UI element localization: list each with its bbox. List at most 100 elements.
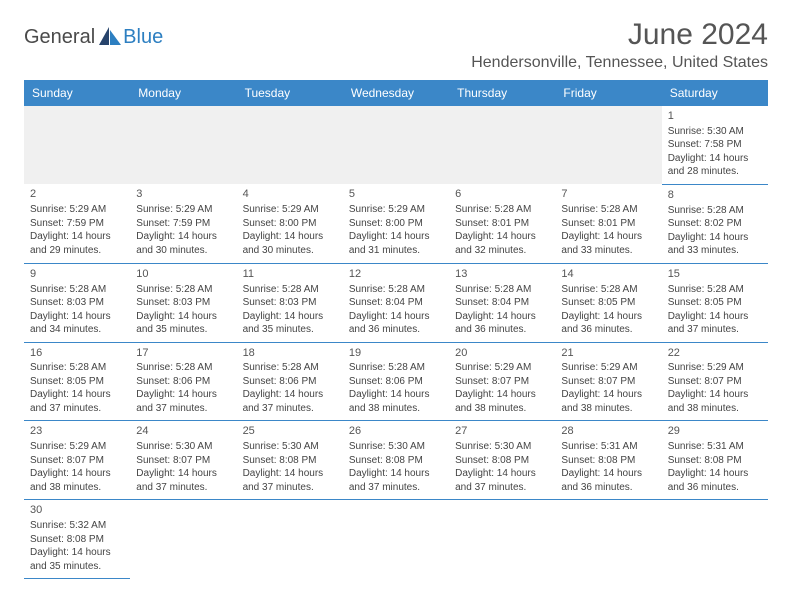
- calendar-blank: [237, 500, 343, 579]
- calendar-day: 13Sunrise: 5:28 AMSunset: 8:04 PMDayligh…: [449, 263, 555, 342]
- daylight-line: Daylight: 14 hours and 30 minutes.: [136, 230, 230, 257]
- daylight-line: Daylight: 14 hours and 37 minutes.: [455, 467, 549, 494]
- daylight-line: Daylight: 14 hours and 35 minutes.: [30, 546, 124, 573]
- day-number: 22: [668, 346, 762, 361]
- daylight-line: Daylight: 14 hours and 36 minutes.: [561, 310, 655, 337]
- calendar-row: 16Sunrise: 5:28 AMSunset: 8:05 PMDayligh…: [24, 342, 768, 421]
- sunrise-line: Sunrise: 5:28 AM: [349, 361, 443, 375]
- calendar-blank: [555, 106, 661, 184]
- daylight-line: Daylight: 14 hours and 35 minutes.: [136, 310, 230, 337]
- day-number: 17: [136, 346, 230, 361]
- sunrise-line: Sunrise: 5:28 AM: [668, 283, 762, 297]
- sunset-line: Sunset: 8:08 PM: [668, 454, 762, 468]
- calendar-row: 1Sunrise: 5:30 AMSunset: 7:58 PMDaylight…: [24, 106, 768, 184]
- sunrise-line: Sunrise: 5:29 AM: [243, 203, 337, 217]
- sunset-line: Sunset: 8:08 PM: [561, 454, 655, 468]
- sunrise-line: Sunrise: 5:28 AM: [30, 283, 124, 297]
- daylight-line: Daylight: 14 hours and 33 minutes.: [668, 231, 762, 258]
- sunset-line: Sunset: 8:00 PM: [243, 217, 337, 231]
- logo-text-blue: Blue: [123, 26, 163, 49]
- daylight-line: Daylight: 14 hours and 38 minutes.: [668, 388, 762, 415]
- daylight-line: Daylight: 14 hours and 29 minutes.: [30, 230, 124, 257]
- calendar-day: 21Sunrise: 5:29 AMSunset: 8:07 PMDayligh…: [555, 342, 661, 421]
- daylight-line: Daylight: 14 hours and 36 minutes.: [349, 310, 443, 337]
- calendar-blank: [449, 500, 555, 579]
- daylight-line: Daylight: 14 hours and 36 minutes.: [668, 467, 762, 494]
- calendar-row: 9Sunrise: 5:28 AMSunset: 8:03 PMDaylight…: [24, 263, 768, 342]
- day-number: 26: [349, 424, 443, 439]
- logo: General Blue: [24, 18, 163, 49]
- calendar-blank: [449, 106, 555, 184]
- day-number: 9: [30, 267, 124, 282]
- calendar-row: 30Sunrise: 5:32 AMSunset: 8:08 PMDayligh…: [24, 500, 768, 579]
- sunrise-line: Sunrise: 5:30 AM: [668, 125, 762, 139]
- sunset-line: Sunset: 8:04 PM: [455, 296, 549, 310]
- sunrise-line: Sunrise: 5:28 AM: [455, 203, 549, 217]
- sunset-line: Sunset: 8:06 PM: [243, 375, 337, 389]
- daylight-line: Daylight: 14 hours and 37 minutes.: [349, 467, 443, 494]
- calendar-day: 2Sunrise: 5:29 AMSunset: 7:59 PMDaylight…: [24, 184, 130, 263]
- sunrise-line: Sunrise: 5:28 AM: [243, 283, 337, 297]
- daylight-line: Daylight: 14 hours and 37 minutes.: [136, 467, 230, 494]
- sunrise-line: Sunrise: 5:32 AM: [30, 519, 124, 533]
- day-number: 20: [455, 346, 549, 361]
- sunset-line: Sunset: 8:08 PM: [243, 454, 337, 468]
- calendar-day: 11Sunrise: 5:28 AMSunset: 8:03 PMDayligh…: [237, 263, 343, 342]
- daylight-line: Daylight: 14 hours and 38 minutes.: [455, 388, 549, 415]
- weekday-header: Friday: [555, 80, 661, 106]
- daylight-line: Daylight: 14 hours and 28 minutes.: [668, 152, 762, 179]
- calendar-day: 3Sunrise: 5:29 AMSunset: 7:59 PMDaylight…: [130, 184, 236, 263]
- sunset-line: Sunset: 8:07 PM: [455, 375, 549, 389]
- sunrise-line: Sunrise: 5:28 AM: [455, 283, 549, 297]
- day-number: 29: [668, 424, 762, 439]
- sunrise-line: Sunrise: 5:30 AM: [136, 440, 230, 454]
- weekday-header: Saturday: [662, 80, 768, 106]
- sunrise-line: Sunrise: 5:31 AM: [561, 440, 655, 454]
- weekday-header: Thursday: [449, 80, 555, 106]
- daylight-line: Daylight: 14 hours and 38 minutes.: [30, 467, 124, 494]
- day-number: 25: [243, 424, 337, 439]
- day-number: 1: [668, 109, 762, 124]
- sunset-line: Sunset: 8:07 PM: [561, 375, 655, 389]
- sunset-line: Sunset: 8:05 PM: [668, 296, 762, 310]
- calendar-day: 20Sunrise: 5:29 AMSunset: 8:07 PMDayligh…: [449, 342, 555, 421]
- daylight-line: Daylight: 14 hours and 36 minutes.: [561, 467, 655, 494]
- day-number: 6: [455, 187, 549, 202]
- daylight-line: Daylight: 14 hours and 34 minutes.: [30, 310, 124, 337]
- day-number: 5: [349, 187, 443, 202]
- calendar-blank: [24, 106, 130, 184]
- month-title: June 2024: [471, 18, 768, 52]
- sunset-line: Sunset: 8:07 PM: [136, 454, 230, 468]
- sunset-line: Sunset: 8:01 PM: [455, 217, 549, 231]
- sunset-line: Sunset: 8:06 PM: [136, 375, 230, 389]
- sunset-line: Sunset: 8:08 PM: [455, 454, 549, 468]
- sunset-line: Sunset: 8:05 PM: [30, 375, 124, 389]
- day-number: 7: [561, 187, 655, 202]
- sunset-line: Sunset: 8:06 PM: [349, 375, 443, 389]
- calendar-blank: [343, 500, 449, 579]
- calendar-day: 16Sunrise: 5:28 AMSunset: 8:05 PMDayligh…: [24, 342, 130, 421]
- sunrise-line: Sunrise: 5:28 AM: [561, 283, 655, 297]
- calendar-row: 2Sunrise: 5:29 AMSunset: 7:59 PMDaylight…: [24, 184, 768, 263]
- calendar-day: 1Sunrise: 5:30 AMSunset: 7:58 PMDaylight…: [662, 106, 768, 184]
- day-number: 10: [136, 267, 230, 282]
- sunset-line: Sunset: 8:03 PM: [30, 296, 124, 310]
- calendar-body: 1Sunrise: 5:30 AMSunset: 7:58 PMDaylight…: [24, 106, 768, 579]
- sunrise-line: Sunrise: 5:28 AM: [561, 203, 655, 217]
- sunset-line: Sunset: 8:04 PM: [349, 296, 443, 310]
- calendar-day: 5Sunrise: 5:29 AMSunset: 8:00 PMDaylight…: [343, 184, 449, 263]
- sunset-line: Sunset: 8:00 PM: [349, 217, 443, 231]
- day-number: 11: [243, 267, 337, 282]
- daylight-line: Daylight: 14 hours and 37 minutes.: [136, 388, 230, 415]
- sunset-line: Sunset: 8:08 PM: [30, 533, 124, 547]
- calendar-day: 7Sunrise: 5:28 AMSunset: 8:01 PMDaylight…: [555, 184, 661, 263]
- sunset-line: Sunset: 8:03 PM: [136, 296, 230, 310]
- sunset-line: Sunset: 8:05 PM: [561, 296, 655, 310]
- sail-icon: [99, 27, 121, 45]
- calendar-blank: [130, 500, 236, 579]
- calendar-day: 29Sunrise: 5:31 AMSunset: 8:08 PMDayligh…: [662, 421, 768, 500]
- day-number: 12: [349, 267, 443, 282]
- title-block: June 2024 Hendersonville, Tennessee, Uni…: [471, 18, 768, 72]
- sunset-line: Sunset: 7:59 PM: [136, 217, 230, 231]
- sunset-line: Sunset: 8:07 PM: [30, 454, 124, 468]
